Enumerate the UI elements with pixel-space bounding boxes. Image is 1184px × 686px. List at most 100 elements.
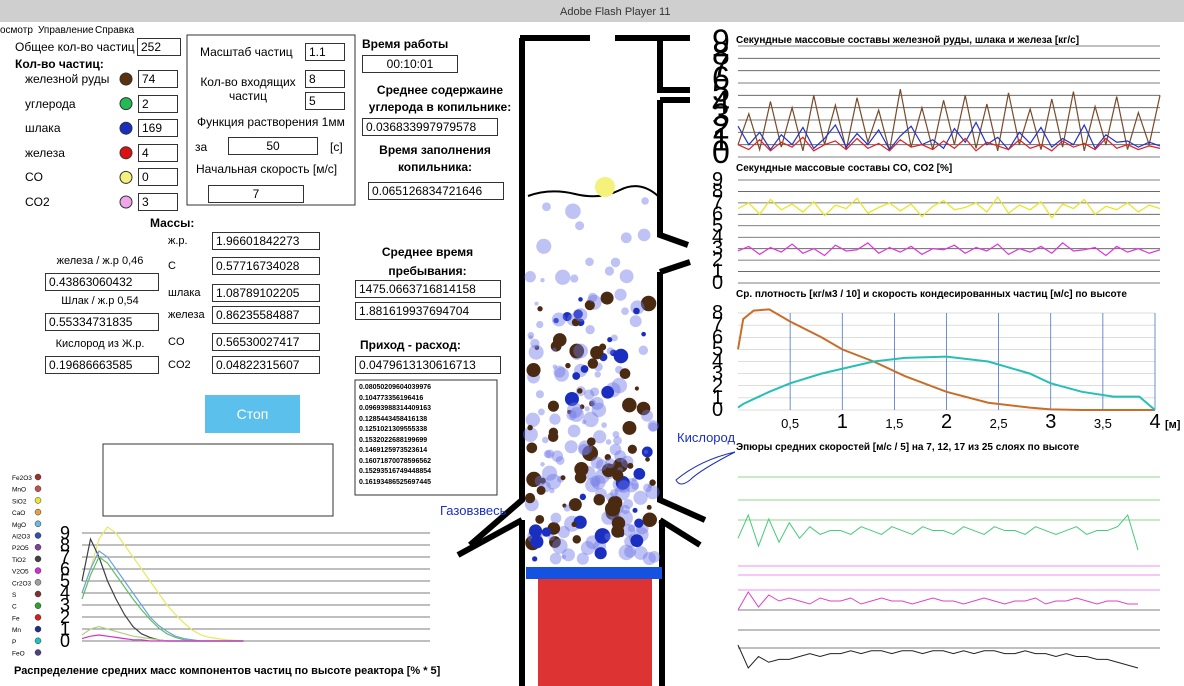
chart-title: Эпюры средних скоростей [м/с / 5] на 7, … — [736, 442, 1080, 453]
particle — [553, 364, 557, 368]
particle — [620, 269, 634, 283]
label: железа — [168, 309, 205, 321]
particle — [621, 232, 632, 243]
legend-dot — [35, 521, 41, 527]
particle — [613, 436, 622, 445]
particle — [611, 258, 621, 268]
list-item: 0.09693988314409163 — [359, 405, 431, 412]
particle — [594, 371, 600, 377]
particle — [592, 403, 607, 418]
label: Масштаб частиц — [200, 45, 293, 59]
tray — [526, 567, 662, 579]
field: 0.86235584887 — [212, 306, 320, 324]
legend-dot — [35, 509, 41, 515]
legend-label: P2O5 — [12, 545, 29, 552]
particle — [630, 315, 642, 327]
legend-dot — [35, 533, 41, 539]
particle — [620, 368, 631, 379]
particle — [610, 489, 618, 497]
empty-panel — [103, 444, 333, 516]
particle — [532, 556, 537, 561]
particle — [571, 522, 576, 527]
label: железа / ж.р 0,46 — [20, 255, 180, 267]
particle — [587, 437, 596, 446]
y-tick-label: 9 — [712, 169, 723, 191]
particle — [536, 321, 543, 328]
list-item: 0.1285443458416138 — [359, 416, 427, 423]
field: 2 — [138, 95, 178, 113]
label: Кислород из Ж.р. — [20, 338, 180, 350]
label: за — [195, 140, 207, 154]
particle — [555, 270, 570, 285]
particle — [564, 505, 571, 512]
legend-label: Al2O3 — [12, 534, 30, 541]
button[interactable]: Стоп — [205, 395, 300, 433]
particle — [552, 312, 566, 326]
particle — [601, 422, 607, 428]
particle — [525, 493, 535, 503]
legend-label: Fe2O3 — [12, 475, 32, 482]
particle — [552, 538, 568, 554]
menu-item[interactable]: осмотр — [0, 25, 33, 36]
particle — [526, 442, 537, 453]
label: Шлак / ж.р 0,54 — [20, 295, 180, 307]
particle — [605, 458, 615, 468]
list-item: 0.08050209604039976 — [359, 384, 431, 391]
particle — [542, 437, 549, 444]
series-line — [738, 243, 1160, 256]
field: 3 — [138, 193, 178, 211]
particle — [641, 197, 648, 204]
particle — [633, 308, 640, 315]
field: 4 — [138, 144, 178, 162]
particle — [622, 421, 636, 435]
particle — [641, 410, 653, 422]
particle — [574, 462, 588, 476]
field: 74 — [138, 70, 178, 88]
y-tick-label: 9 — [60, 523, 70, 543]
x-tick-label: 0,5 — [781, 416, 799, 431]
particle — [601, 292, 614, 305]
field: 0.57716734028 — [212, 257, 320, 275]
legend-label: Fe — [12, 615, 20, 622]
label: CO — [25, 170, 43, 184]
particle — [548, 432, 558, 442]
particle — [641, 332, 646, 337]
particle — [575, 221, 584, 230]
particle — [550, 553, 562, 565]
heading: Время работы — [362, 37, 448, 51]
list-item: 0.16071870078596562 — [359, 458, 431, 465]
legend-dot — [35, 579, 41, 585]
particle — [648, 420, 659, 431]
x-tick-label: 4 — [1149, 411, 1160, 433]
label: шлака — [25, 121, 61, 135]
legend-label: FeO — [12, 651, 25, 658]
particle — [621, 307, 629, 315]
x-tick-label: 2,5 — [990, 416, 1008, 431]
particle — [537, 486, 546, 495]
particle — [591, 475, 605, 489]
field: 7 — [208, 185, 304, 203]
particle — [542, 202, 551, 211]
series-line — [738, 592, 1138, 610]
field: 1.08789102205 — [212, 284, 320, 302]
menu-item[interactable]: Управление — [38, 25, 94, 36]
particle — [577, 388, 583, 394]
legend-dot — [120, 196, 132, 208]
field: 0.065126834721646 — [368, 182, 504, 200]
particle — [634, 546, 648, 560]
legend-dot — [35, 638, 41, 644]
particle — [565, 363, 570, 368]
particle — [535, 515, 544, 524]
particle — [607, 347, 614, 354]
particle — [580, 494, 586, 500]
label: [c] — [330, 140, 343, 154]
particle — [549, 414, 560, 425]
list-item: 0.104773356196416 — [359, 395, 423, 402]
particle — [628, 445, 637, 454]
legend-label: S — [12, 592, 17, 599]
particle — [527, 425, 532, 430]
heading: Среднее время пребывания: — [360, 243, 495, 281]
field: 1475.0663716814158 — [355, 280, 501, 298]
menu-item[interactable]: Справка — [95, 25, 134, 36]
heading: Кол-во частиц: — [15, 57, 104, 71]
